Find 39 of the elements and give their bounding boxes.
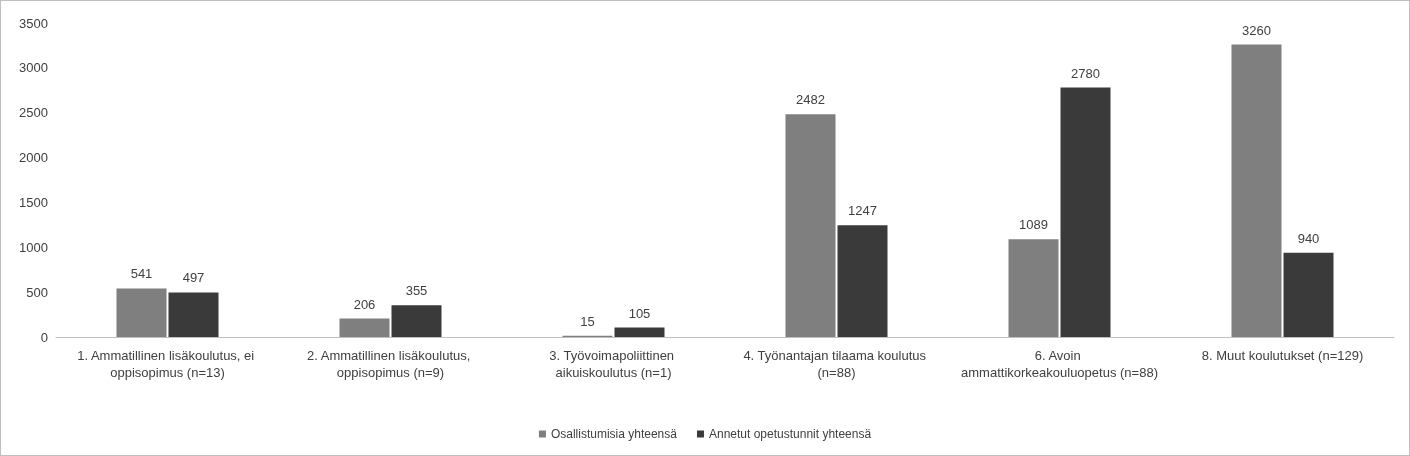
- y-tick-label: 3000: [19, 60, 48, 76]
- bar: [168, 292, 219, 337]
- bar: [837, 225, 888, 337]
- y-tick-label: 2500: [19, 105, 48, 121]
- data-label: 497: [182, 270, 205, 286]
- data-label: 206: [353, 296, 376, 312]
- data-label: 3260: [1242, 22, 1271, 38]
- y-tick-label: 1000: [19, 239, 48, 255]
- y-tick-label: 3500: [19, 15, 48, 31]
- legend-label: Osallistumisia yhteensä: [550, 427, 678, 441]
- legend-label: Annetut opetustunnit yhteensä: [708, 427, 872, 441]
- bar: [1008, 239, 1059, 337]
- x-tick-label: 2. Ammatillinen lisäkoulutus, oppisopimus (n=9): [307, 348, 474, 380]
- bar: [785, 114, 836, 337]
- data-label: 15: [580, 313, 595, 329]
- bar: [1060, 87, 1111, 337]
- bar: [1283, 252, 1334, 337]
- bar: [116, 288, 167, 337]
- y-tick-label: 0: [40, 329, 48, 345]
- data-label: 105: [628, 305, 651, 321]
- data-label: 355: [405, 283, 428, 299]
- x-tick-label: 6. Avoin ammattikorkeakouluopetus (n=88): [961, 348, 1158, 380]
- y-tick-label: 1500: [19, 194, 48, 210]
- data-label: 541: [130, 266, 153, 282]
- data-label: 1089: [1019, 217, 1048, 233]
- bar: [1231, 44, 1282, 337]
- y-tick-label: 500: [26, 284, 48, 300]
- data-label: 940: [1297, 230, 1320, 246]
- x-tick-label: 1. Ammatillinen lisäkoulutus, ei oppisopimus (n=13): [77, 348, 258, 380]
- bar: [391, 305, 442, 337]
- x-tick-label: 8. Muut koulutukset (n=129): [1201, 348, 1364, 363]
- y-tick-label: 2000: [19, 150, 48, 166]
- bar: [339, 318, 390, 337]
- data-label: 2780: [1071, 65, 1100, 81]
- data-label: 2482: [796, 92, 825, 108]
- x-tick-label: 3. Työvoimapoliittinen aikuiskoulutus (n=1): [549, 348, 678, 380]
- bar: [614, 327, 665, 337]
- x-tick-label: 4. Työnantajan tilaama koulutus (n=88): [743, 348, 930, 380]
- data-label: 1247: [848, 203, 877, 219]
